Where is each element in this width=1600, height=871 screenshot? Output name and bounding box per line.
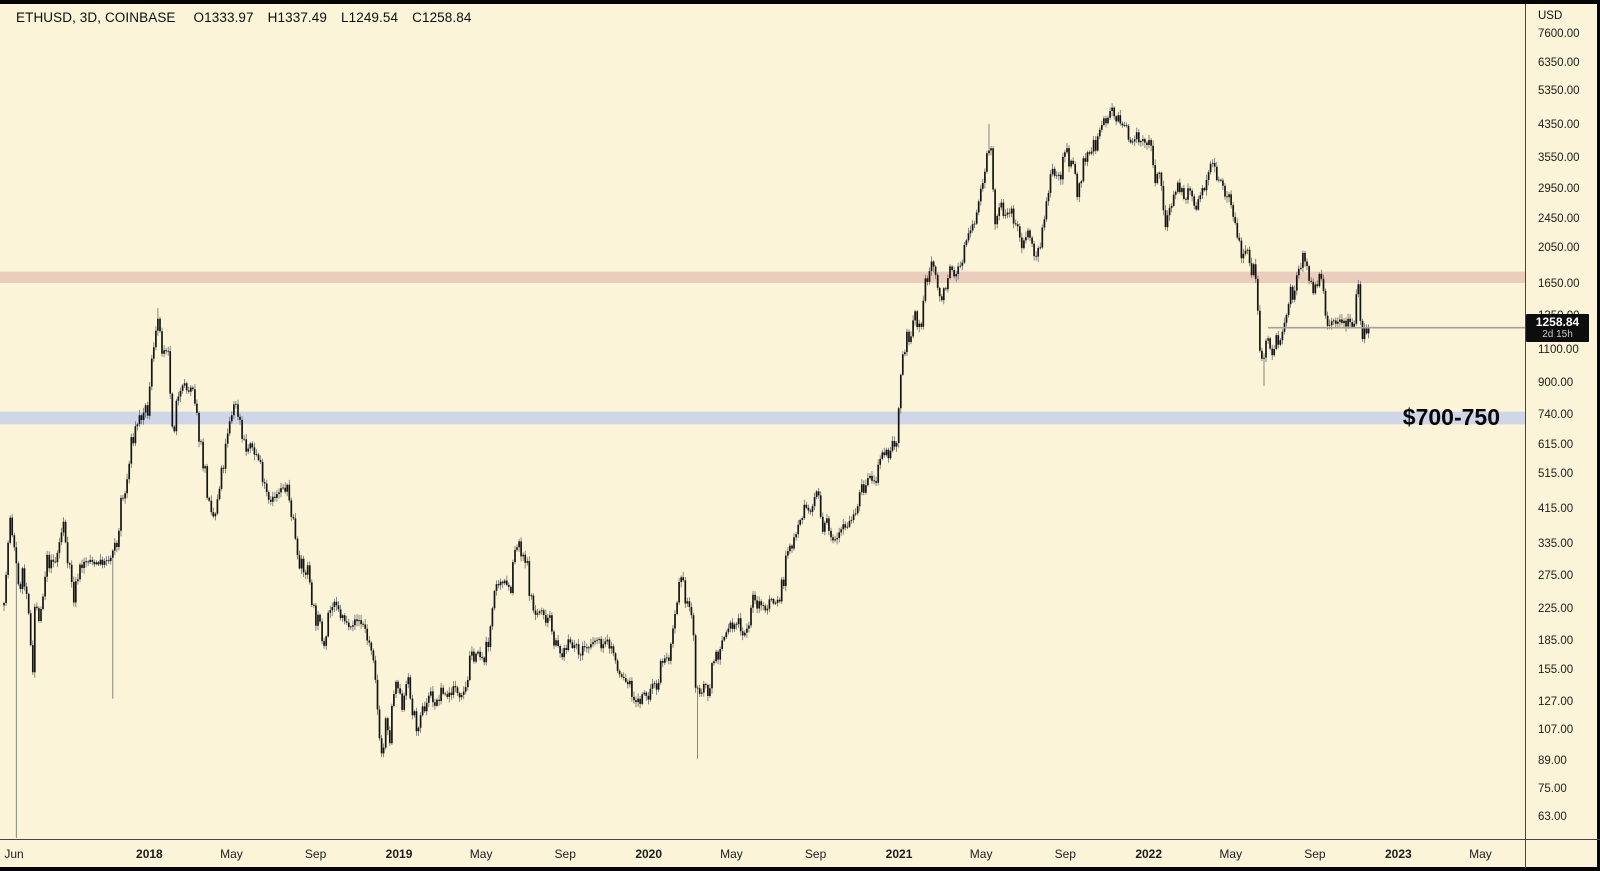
price-tick: 2050.00: [1538, 242, 1580, 255]
time-label-2018: 2018: [136, 847, 163, 861]
time-label-2022: 2022: [1135, 847, 1163, 861]
price-tick: 1100.00: [1538, 343, 1579, 356]
time-label-2021: 2021: [885, 847, 913, 861]
time-label-may: May: [220, 847, 243, 861]
price-tick: 225.00: [1538, 603, 1574, 616]
price-tick: 7600.00: [1538, 28, 1580, 40]
time-label-sep: Sep: [304, 847, 327, 861]
price-tick: 2450.00: [1538, 212, 1580, 225]
time-label-may: May: [720, 847, 743, 861]
time-label-2019: 2019: [385, 847, 413, 861]
time-label-sep: Sep: [1054, 847, 1076, 861]
time-label-may: May: [1219, 847, 1243, 861]
time-label-may: May: [969, 847, 993, 861]
price-tick: 275.00: [1538, 570, 1574, 583]
price-tick: 89.00: [1538, 754, 1567, 767]
ohlc-low: L1249.54: [341, 10, 399, 25]
ohlc-high: H1337.49: [267, 10, 327, 25]
ohlc-open: O1333.97: [193, 10, 254, 25]
price-tick: 185.00: [1538, 635, 1574, 647]
price-tick: 900.00: [1538, 376, 1574, 389]
time-label-2020: 2020: [635, 847, 663, 861]
time-axis[interactable]: Jun 2018 May Sep 2019 May Sep 2020 May Sep 2021 May…: [0, 839, 1600, 868]
time-label-may: May: [1469, 847, 1492, 861]
price-tick: 335.00: [1538, 538, 1574, 550]
price-tick: 740.00: [1538, 408, 1574, 421]
time-label-may: May: [469, 847, 493, 861]
candle-bodies: [3, 107, 1370, 754]
time-label-2023: 2023: [1385, 847, 1412, 861]
price-tick: 2950.00: [1538, 182, 1580, 195]
price-axis-currency: USD: [1538, 10, 1563, 22]
time-label-sep: Sep: [1304, 847, 1326, 861]
time-label-jun: Jun: [4, 847, 24, 861]
price-tick: 5350.00: [1538, 85, 1580, 98]
resistance-zone-band: [0, 271, 1525, 284]
support-zone-label: $700-750: [1402, 404, 1500, 430]
price-tick: 155.00: [1538, 663, 1574, 676]
window-edge-bottom: [0, 867, 1600, 871]
price-tick: 63.00: [1538, 811, 1567, 823]
price-axis[interactable]: USD 7600.00 6350.00 5350.00 4350.00 3550.00 2…: [1525, 4, 1598, 839]
price-tick: 75.00: [1538, 782, 1567, 795]
symbol-legend: ETHUSD, 3D, COINBASE O1333.97 H1337.49 L124…: [16, 10, 485, 25]
price-tick: 515.00: [1538, 467, 1574, 480]
price-tick: 107.00: [1538, 724, 1574, 737]
last-price-label: 1258.84 2d 15h: [1526, 313, 1589, 342]
price-tick: 3550.00: [1538, 152, 1580, 165]
candle-wicks: [3, 103, 1369, 838]
last-price-value: 1258.84: [1535, 314, 1580, 329]
price-tick: 4350.00: [1538, 119, 1580, 132]
bar-countdown: 2d 15h: [1542, 328, 1573, 340]
price-tick: 415.00: [1538, 503, 1574, 516]
price-tick: 6350.00: [1538, 57, 1580, 70]
price-tick: 127.00: [1538, 696, 1574, 709]
symbol-title[interactable]: ETHUSD, 3D, COINBASE: [16, 10, 176, 25]
window-edge-top: [0, 0, 1600, 4]
price-tick: 1650.00: [1538, 277, 1580, 290]
support-zone-band: [0, 411, 1525, 425]
window-edge-right: [1597, 4, 1600, 867]
time-label-sep: Sep: [804, 847, 827, 861]
price-tick: 615.00: [1538, 438, 1574, 451]
time-label-sep: Sep: [554, 847, 576, 861]
axis-corner-divider: [1525, 840, 1526, 868]
ohlc-close: C1258.84: [412, 10, 472, 25]
